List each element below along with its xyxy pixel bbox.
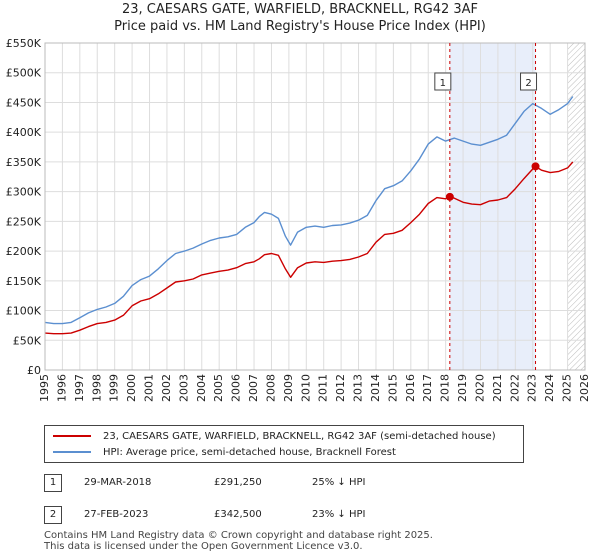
sale-label-box [434, 72, 452, 91]
y-tick-label: £500K [6, 67, 42, 80]
x-tick-label: 2020 [473, 374, 486, 402]
legend-label-property: 23, CAESARS GATE, WARFIELD, BRACKNELL, R… [103, 430, 496, 442]
y-tick-label: £0 [27, 364, 41, 377]
x-tick-label: 2000 [125, 374, 138, 402]
y-tick-label: £50K [13, 334, 42, 347]
x-tick-label: 2021 [491, 374, 504, 402]
x-tick-label: 2009 [282, 374, 295, 402]
x-tick-label: 2015 [386, 374, 399, 402]
footer-licence: This data is licensed under the Open Gov… [44, 541, 363, 552]
sale-hpi-diff: 25% ↓ HPI [312, 477, 366, 488]
legend: 23, CAESARS GATE, WARFIELD, BRACKNELL, R… [44, 425, 524, 463]
sale-number-badge: 1 [44, 474, 62, 492]
x-tick-label: 1999 [108, 374, 121, 402]
legend-entry-property: 23, CAESARS GATE, WARFIELD, BRACKNELL, R… [53, 428, 496, 444]
shaded-period [449, 43, 536, 370]
y-tick-label: £400K [6, 126, 42, 139]
property-price-line [44, 161, 574, 335]
x-tick-label: 2022 [508, 374, 521, 402]
x-tick-label: 2010 [299, 374, 312, 402]
y-tick-label: £150K [6, 275, 42, 288]
x-tick-label: 2014 [369, 374, 382, 402]
plot-frame [44, 42, 586, 371]
sale-point [445, 192, 454, 201]
legend-swatch-red [53, 435, 91, 437]
y-tick-label: £550K [6, 37, 42, 50]
sale-number-badge: 2 [44, 506, 62, 524]
x-tick-label: 2001 [143, 374, 156, 402]
footer-copyright: Contains HM Land Registry data © Crown c… [44, 530, 433, 541]
price-chart: £0 £50K £100K £150K £200K £250K £300K £350K £400… [6, 37, 591, 402]
legend-entry-hpi: HPI: Average price, semi-detached house,… [53, 444, 396, 460]
y-tick-label: £100K [6, 305, 42, 318]
chart-subtitle: Price paid vs. HM Land Registry's House … [114, 19, 486, 34]
sale-price: £291,250 [214, 477, 262, 488]
x-tick-label: 2017 [421, 374, 434, 402]
x-tick-label: 2003 [177, 374, 190, 402]
x-tick-label: 2018 [439, 374, 452, 402]
hpi-line [44, 96, 574, 325]
sale-label: 2 [525, 78, 531, 89]
x-tick-label: 2023 [526, 374, 539, 402]
x-tick-label: 2024 [543, 374, 556, 402]
x-tick-label: 2007 [247, 374, 260, 402]
x-tick-label: 2008 [264, 374, 277, 402]
legend-label-hpi: HPI: Average price, semi-detached house,… [103, 446, 396, 458]
x-tick-label: 2004 [195, 374, 208, 402]
x-tick-label: 1998 [90, 374, 103, 402]
chart-title: 23, CAESARS GATE, WARFIELD, BRACKNELL, R… [121, 2, 479, 17]
x-tick-label: 1995 [38, 374, 51, 402]
x-tick-label: 1997 [73, 374, 86, 402]
x-tick-label: 2013 [352, 374, 365, 402]
y-tick-label: £300K [6, 186, 42, 199]
sale-row: 1 29-MAR-2018 £291,250 25% ↓ HPI [44, 474, 544, 494]
x-tick-label: 2016 [404, 374, 417, 402]
sale-label: 1 [440, 78, 446, 89]
x-tick-label: 2002 [160, 374, 173, 402]
x-tick-label: 2005 [212, 374, 225, 402]
x-tick-label: 2012 [334, 374, 347, 402]
x-tick-label: 2026 [578, 374, 591, 402]
y-tick-label: £250K [6, 215, 42, 228]
sale-price: £342,500 [214, 509, 262, 520]
x-tick-label: 2006 [230, 374, 243, 402]
sale-point [531, 162, 540, 171]
sale-date: 29-MAR-2018 [84, 477, 152, 488]
forecast-hatch [567, 43, 585, 370]
y-tick-label: £350K [6, 156, 42, 169]
x-tick-label: 2025 [561, 374, 574, 402]
footer: Contains HM Land Registry data © Crown c… [44, 530, 433, 552]
legend-swatch-blue [53, 451, 91, 453]
x-tick-label: 2011 [317, 374, 330, 402]
y-tick-label: £200K [6, 245, 42, 258]
x-tick-label: 2019 [456, 374, 469, 402]
y-tick-label: £450K [6, 96, 42, 109]
sale-row: 2 27-FEB-2023 £342,500 23% ↓ HPI [44, 506, 544, 526]
sale-hpi-diff: 23% ↓ HPI [312, 509, 366, 520]
sale-date: 27-FEB-2023 [84, 509, 149, 520]
sale-label-box [520, 72, 538, 91]
x-tick-label: 1996 [55, 374, 68, 402]
